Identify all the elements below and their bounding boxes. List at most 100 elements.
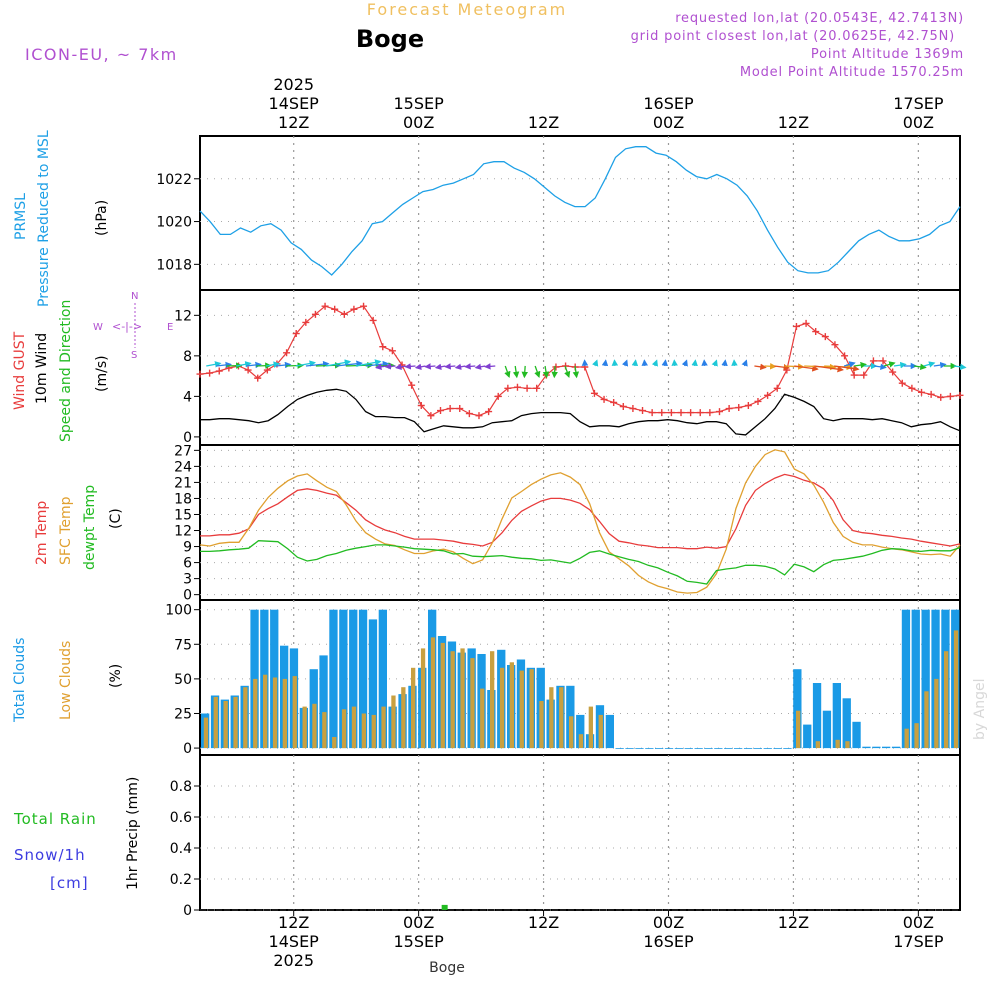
grid-point-coordinates: grid point closest lon,lat (20.0625E, 42…	[631, 29, 955, 44]
credit-watermark: by Angel	[972, 679, 988, 740]
gust-marker	[870, 357, 877, 364]
plot-layer	[197, 147, 966, 910]
total-cloud-bar	[852, 722, 860, 748]
gust-marker	[197, 371, 204, 378]
wind-direction-arrow	[655, 361, 657, 366]
wind-direction-arrow	[396, 366, 405, 368]
low-cloud-bar	[303, 707, 307, 749]
total-cloud-bar	[635, 748, 643, 749]
gust-marker	[408, 382, 415, 389]
total-cloud-bar	[764, 748, 772, 749]
low-cloud-bar	[322, 712, 326, 748]
pressure-label-prmsl: PRMSL	[13, 193, 29, 240]
model-point-altitude: Model Point Altitude 1570.25m	[740, 65, 964, 80]
temp-label-2m: 2m Temp	[34, 501, 50, 565]
gust-marker	[341, 311, 348, 318]
total-cloud-bar	[872, 747, 880, 748]
y-tick-label: 24	[174, 459, 192, 475]
wind-direction-arrow	[914, 366, 926, 368]
total-cloud-bar	[744, 748, 752, 749]
gust-marker	[331, 306, 338, 313]
gust-marker	[937, 394, 944, 401]
low-cloud-bar	[944, 651, 948, 748]
wind-direction-arrow	[764, 366, 775, 367]
total-cloud-bar	[665, 748, 673, 749]
gust-marker	[947, 393, 954, 400]
y-tick-label: 4	[183, 389, 192, 405]
gust-line	[200, 306, 960, 415]
wind-direction-arrow	[436, 366, 445, 368]
low-cloud-bar	[224, 701, 228, 748]
low-cloud-bar	[905, 729, 909, 748]
time-label: 12Z	[278, 113, 309, 132]
low-cloud-bar	[263, 675, 267, 748]
low-cloud-bar	[569, 716, 573, 748]
wind-direction-arrow	[515, 366, 517, 377]
requested-coordinates: requested lon,lat (20.0543E, 42.7413N)	[675, 11, 964, 26]
y-tick-label: 0.2	[170, 872, 192, 888]
low-cloud-bar	[441, 643, 445, 748]
low-cloud-bar	[599, 715, 603, 748]
gust-marker	[745, 402, 752, 409]
gust-marker	[379, 343, 386, 350]
wind-speed-line	[200, 389, 960, 435]
wind-direction-arrow	[744, 361, 746, 366]
wind-direction-arrow	[725, 361, 726, 366]
low-cloud-bar	[312, 704, 316, 748]
time-label: 00Z	[653, 113, 684, 132]
y-tick-label: 3	[183, 572, 192, 588]
gust-marker	[466, 410, 473, 417]
gust-marker	[639, 407, 646, 414]
low-cloud-bar	[401, 687, 405, 748]
low-cloud-bar	[342, 709, 346, 748]
panel-frame-pressure	[200, 136, 960, 290]
wind-unit: (m/s)	[94, 355, 110, 392]
y-tick-label: 12	[174, 524, 192, 540]
low-cloud-bar	[530, 669, 534, 748]
total-cloud-bar	[803, 725, 811, 749]
total-cloud-bar	[685, 748, 693, 749]
gust-marker	[658, 409, 665, 416]
gust-marker	[918, 389, 925, 396]
gust-marker	[957, 392, 964, 399]
y-tick-label: 18	[174, 491, 192, 507]
time-label: 16SEP	[643, 932, 694, 951]
gust-marker	[706, 409, 713, 416]
time-label: 14SEP	[269, 94, 320, 113]
wind-direction-arrow	[635, 361, 636, 366]
y-tick-label: 0.8	[170, 779, 192, 795]
time-label: 16SEP	[643, 94, 694, 113]
gust-marker	[735, 404, 742, 411]
pressure-label-msl: Pressure Reduced to MSL	[36, 130, 52, 307]
y-tick-label: 0.4	[170, 841, 192, 857]
temp-sfc-line	[200, 450, 960, 593]
wind-direction-arrow	[466, 366, 476, 367]
y-tick-label: 8	[183, 349, 192, 365]
low-cloud-bar	[332, 737, 336, 748]
low-cloud-bar	[352, 707, 356, 749]
wind-direction-arrow	[505, 366, 509, 377]
precip-unit: 1hr Precip (mm)	[125, 777, 141, 890]
compass-e: E	[167, 322, 173, 333]
wind-direction-arrow	[894, 364, 906, 366]
gust-marker	[620, 403, 627, 410]
wind-direction-arrow	[554, 366, 555, 377]
model-label: ICON-EU, ~ 7km	[25, 45, 178, 64]
precip-label-snow: Snow/1h	[14, 846, 86, 864]
wind-direction-arrow	[954, 366, 966, 368]
wind-direction-arrow	[426, 366, 436, 367]
total-cloud-bar	[655, 748, 663, 749]
gust-marker	[860, 372, 867, 379]
low-cloud-bar	[283, 679, 287, 748]
time-label: 15SEP	[393, 932, 444, 951]
time-label: 17SEP	[893, 932, 944, 951]
wind-direction-arrow	[695, 361, 696, 366]
y-tick-label: 0	[183, 741, 192, 757]
location-name: Boge	[356, 25, 424, 53]
temp-unit: (C)	[108, 508, 124, 529]
low-cloud-bar	[559, 687, 563, 748]
total-cloud-bar	[645, 748, 653, 749]
low-cloud-bar	[954, 630, 958, 748]
wind-direction-arrow	[874, 366, 886, 368]
